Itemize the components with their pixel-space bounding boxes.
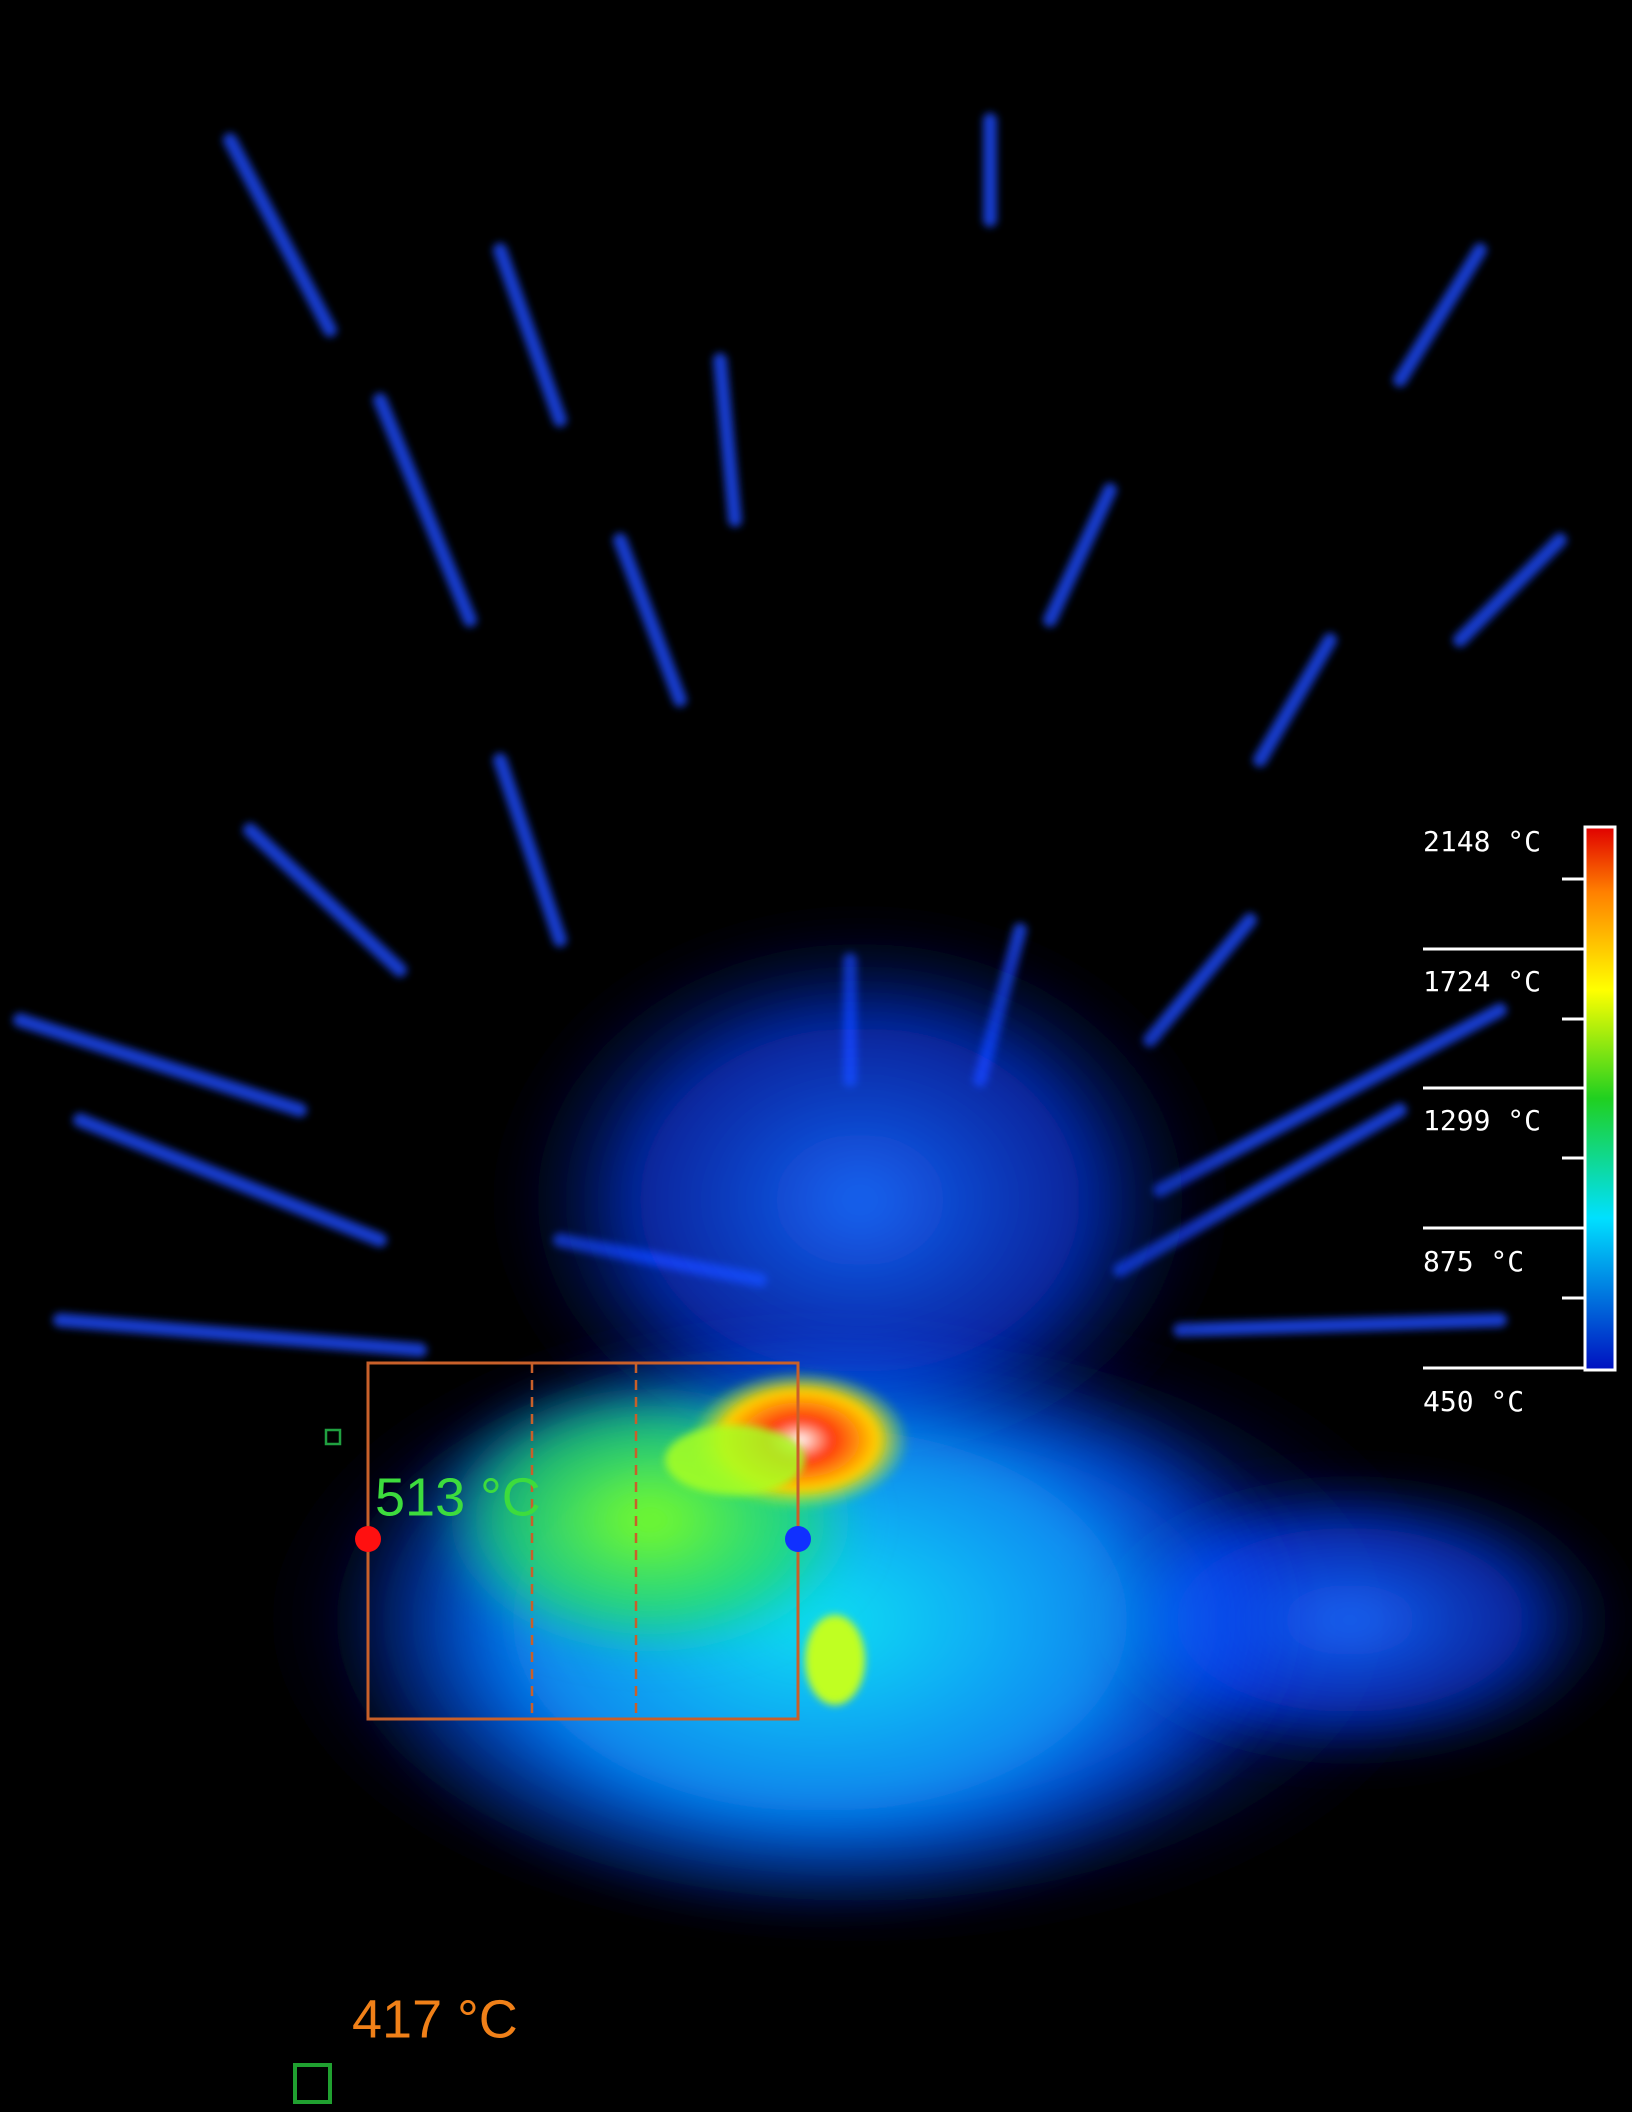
area-temp: 417 °C — [352, 1989, 518, 2049]
scale-label: 1724 °C — [1423, 965, 1541, 998]
handle[interactable] — [785, 1526, 811, 1552]
thermal-view: 2148 °C 1724 °C 1299 °C 875 °C 450 °C 51… — [0, 0, 1632, 2112]
scale-label: 1299 °C — [1423, 1104, 1541, 1137]
spot-temp: 513 °C — [375, 1467, 541, 1527]
handle[interactable] — [355, 1526, 381, 1552]
scale-label: 450 °C — [1423, 1385, 1524, 1418]
scale-label: 2148 °C — [1423, 825, 1541, 858]
scale-label: 875 °C — [1423, 1245, 1524, 1278]
color-bar — [1585, 827, 1615, 1370]
